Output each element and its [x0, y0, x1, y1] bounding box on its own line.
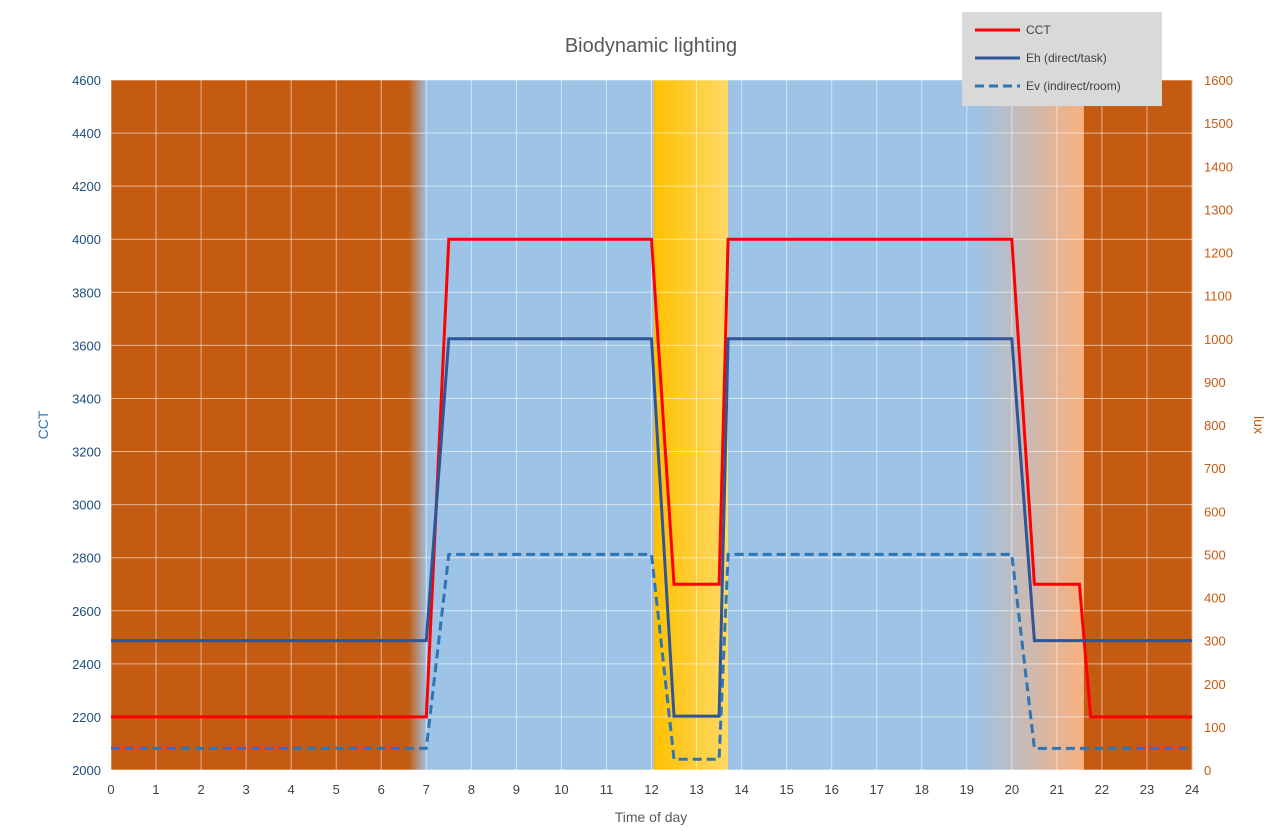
y-left-tick-label: 4200: [72, 179, 101, 194]
x-tick-label: 17: [869, 782, 883, 797]
y-right-tick-label: 1000: [1204, 332, 1233, 347]
x-tick-label: 19: [960, 782, 974, 797]
y-right-tick-label: 600: [1204, 504, 1226, 519]
legend: CCT Eh (direct/task) Ev (indirect/room): [962, 12, 1162, 106]
x-tick-label: 0: [107, 782, 114, 797]
x-tick-label: 7: [423, 782, 430, 797]
y-right-tick-label: 700: [1204, 461, 1226, 476]
x-tick-label: 21: [1050, 782, 1064, 797]
y-left-tick-label: 3400: [72, 391, 101, 406]
x-tick-label: 3: [243, 782, 250, 797]
y-right-tick-label: 500: [1204, 547, 1226, 562]
x-tick-label: 11: [600, 782, 614, 797]
x-axis-title: Time of day: [615, 809, 688, 825]
y-left-tick-label: 2400: [72, 657, 101, 672]
background-band: [653, 80, 729, 770]
background-band: [1083, 80, 1193, 770]
x-tick-label: 9: [513, 782, 520, 797]
y-right-tick-label: 200: [1204, 677, 1226, 692]
x-tick-label: 13: [689, 782, 703, 797]
background-band: [426, 80, 655, 770]
x-tick-label: 10: [554, 782, 568, 797]
x-tick-label: 16: [824, 782, 838, 797]
x-tick-label: 4: [288, 782, 295, 797]
x-tick-label: 23: [1140, 782, 1154, 797]
x-tick-label: 22: [1095, 782, 1109, 797]
y-left-tick-label: 4000: [72, 232, 101, 247]
legend-label: Eh (direct/task): [1026, 51, 1107, 65]
background-band: [408, 80, 427, 770]
y-right-tick-label: 1400: [1204, 159, 1233, 174]
series-line-cct: [111, 237, 1192, 719]
series-line-ev-indirect-room: [111, 552, 1192, 761]
y-left-tick-label: 3600: [72, 338, 101, 353]
y-right-tick-label: 100: [1204, 720, 1226, 735]
background-band: [728, 80, 977, 770]
x-tick-label: 2: [197, 782, 204, 797]
x-tick-label: 24: [1185, 782, 1199, 797]
x-tick-label: 6: [378, 782, 385, 797]
y-right-tick-label: 1200: [1204, 246, 1233, 261]
x-tick-label: 8: [468, 782, 475, 797]
series-line-eh-direct-task: [111, 337, 1192, 718]
y-right-tick-label: 1600: [1204, 73, 1233, 88]
y-axis-right-title: lux: [1251, 416, 1267, 434]
y-left-tick-label: 4400: [72, 126, 101, 141]
y-left-tick-label: 3000: [72, 498, 101, 513]
y-right-tick-label: 300: [1204, 634, 1226, 649]
x-tick-label: 18: [915, 782, 929, 797]
x-tick-label: 5: [333, 782, 340, 797]
background-band: [111, 80, 409, 770]
background-band: [1074, 80, 1085, 770]
legend-label: Ev (indirect/room): [1026, 79, 1121, 93]
x-tick-label: 15: [779, 782, 793, 797]
x-tick-label: 1: [152, 782, 159, 797]
y-left-tick-label: 2600: [72, 604, 101, 619]
y-left-tick-label: 4600: [72, 73, 101, 88]
y-right-tick-label: 1500: [1204, 116, 1233, 131]
y-right-tick-label: 900: [1204, 375, 1226, 390]
legend-label: CCT: [1026, 23, 1051, 37]
y-left-tick-label: 2800: [72, 551, 101, 566]
y-right-tick-label: 400: [1204, 591, 1226, 606]
x-tick-label: 12: [644, 782, 658, 797]
background-band: [975, 80, 1076, 770]
y-axis-left-title: CCT: [35, 410, 51, 439]
y-right-tick-label: 1300: [1204, 202, 1233, 217]
y-right-tick-label: 800: [1204, 418, 1226, 433]
y-left-tick-label: 2000: [72, 763, 101, 778]
y-left-tick-label: 2200: [72, 710, 101, 725]
y-left-tick-label: 3200: [72, 445, 101, 460]
x-tick-label: 20: [1005, 782, 1019, 797]
y-left-tick-label: 3800: [72, 285, 101, 300]
y-right-tick-label: 1100: [1204, 289, 1232, 304]
chart-title: Biodynamic lighting: [565, 35, 737, 57]
y-right-tick-label: 0: [1204, 763, 1211, 778]
x-tick-label: 14: [734, 782, 748, 797]
